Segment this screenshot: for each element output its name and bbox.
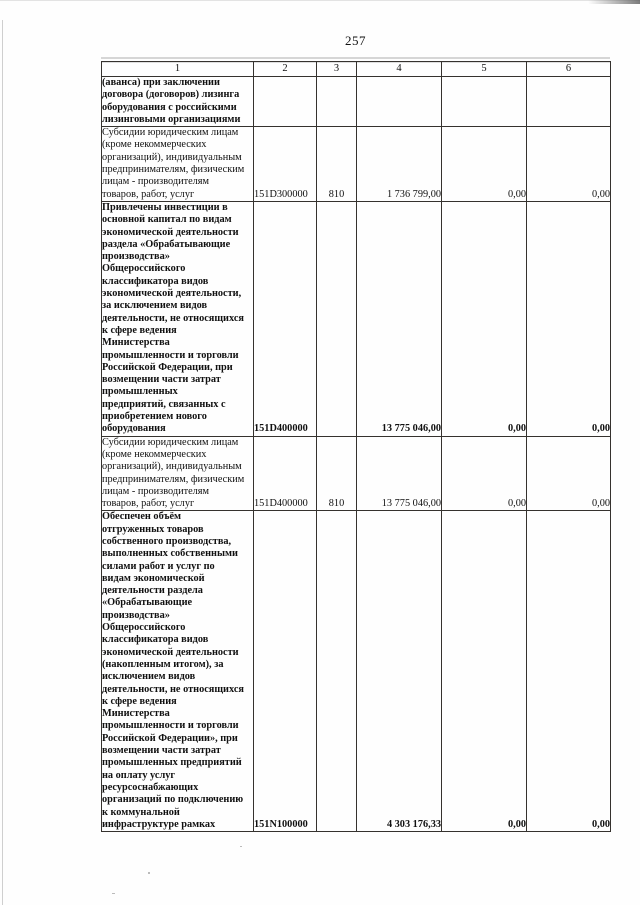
column-header-2: 2 bbox=[253, 61, 317, 77]
scan-speck bbox=[240, 846, 242, 847]
indicator-name-cell: Субсидии юридическим лицам (кроме некомм… bbox=[101, 126, 254, 202]
scan-top-edge-line bbox=[0, 0, 640, 1]
amount-col6-cell: 0,00 bbox=[526, 510, 611, 833]
chapter-code-cell: 810 bbox=[316, 435, 357, 512]
chapter-code-cell bbox=[316, 200, 357, 437]
page-number: 257 bbox=[345, 33, 366, 48]
indicator-name-cell: (аванса) при заключении договора (догово… bbox=[101, 75, 254, 128]
table-header-row: 1 2 3 4 5 6 bbox=[101, 61, 611, 77]
amount-col5-cell bbox=[441, 75, 527, 128]
budget-code-cell: 151D400000 bbox=[253, 200, 317, 437]
column-header-4: 4 bbox=[356, 61, 442, 77]
scan-left-edge-line bbox=[2, 20, 3, 905]
amount-col6-cell: 0,00 bbox=[526, 200, 611, 437]
column-header-6: 6 bbox=[526, 61, 611, 77]
indicator-name-cell: Обеспечен объём отгруженных товаров собс… bbox=[101, 510, 254, 833]
chapter-code-cell bbox=[316, 510, 357, 833]
amount-col4-cell: 13 775 046,00 bbox=[356, 200, 442, 437]
amount-col4-cell: 13 775 046,00 bbox=[356, 435, 442, 512]
amount-col6-cell: 0,00 bbox=[526, 126, 611, 202]
indicator-name-cell: Субсидии юридическим лицам (кроме некомм… bbox=[101, 435, 254, 512]
amount-col5-cell: 0,00 bbox=[441, 126, 527, 202]
amount-col5-cell: 0,00 bbox=[441, 510, 527, 833]
table-row: Субсидии юридическим лицам (кроме некомм… bbox=[101, 435, 611, 512]
scan-smudge-top-right bbox=[588, 0, 640, 4]
table-row: Привлечены инвестиции в основной капитал… bbox=[101, 200, 611, 437]
chapter-code-cell bbox=[316, 75, 357, 128]
budget-code-cell: 151D300000 bbox=[253, 126, 317, 202]
column-header-1: 1 bbox=[101, 61, 254, 77]
amount-col6-cell: 0,00 bbox=[526, 435, 611, 512]
amount-col4-cell: 1 736 799,00 bbox=[356, 126, 442, 202]
amount-col5-cell: 0,00 bbox=[441, 200, 527, 437]
budget-indicators-table: 1 2 3 4 5 6 (аванса) при заключении дого… bbox=[101, 61, 611, 833]
budget-code-cell bbox=[253, 75, 317, 128]
chapter-code-cell: 810 bbox=[316, 126, 357, 202]
amount-col4-cell bbox=[356, 75, 442, 128]
column-header-5: 5 bbox=[441, 61, 527, 77]
table-row: Субсидии юридическим лицам (кроме некомм… bbox=[101, 126, 611, 202]
amount-col6-cell bbox=[526, 75, 611, 128]
column-header-3: 3 bbox=[316, 61, 357, 77]
indicator-name-cell: Привлечены инвестиции в основной капитал… bbox=[101, 200, 254, 437]
budget-code-cell: 151D400000 bbox=[253, 435, 317, 512]
budget-code-cell: 151N100000 bbox=[253, 510, 317, 833]
scan-speck bbox=[148, 872, 150, 874]
scan-speck bbox=[112, 893, 115, 894]
table-row: (аванса) при заключении договора (догово… bbox=[101, 75, 611, 128]
amount-col4-cell: 4 303 176,33 bbox=[356, 510, 442, 833]
scan-border-haze bbox=[101, 57, 610, 59]
amount-col5-cell: 0,00 bbox=[441, 435, 527, 512]
table-row: Обеспечен объём отгруженных товаров собс… bbox=[101, 510, 611, 833]
